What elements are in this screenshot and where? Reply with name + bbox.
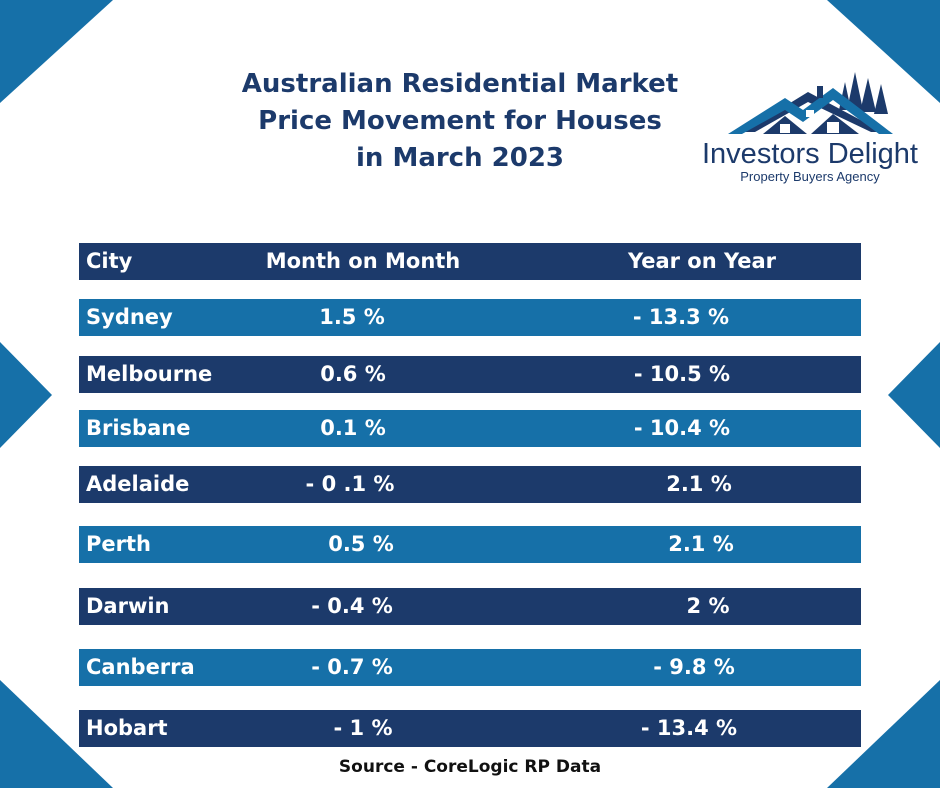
row-month-on-month: 0.5 % [328,532,394,556]
row-city: Melbourne [86,362,213,386]
row-month-on-month: - 0 .1 % [305,472,395,496]
row-year-on-year: - 9.8 % [653,655,735,679]
corner-decoration-top-left [0,0,113,103]
table-row: Brisbane 0.1 % - 10.4 % [79,410,861,447]
brand-logo: Investors Delight Property Buyers Agency [695,70,930,190]
table-header: City Month on Month Year on Year [79,243,861,280]
row-city: Sydney [86,305,173,329]
row-year-on-year: - 10.4 % [633,416,731,440]
title-line-1: Australian Residential Market [241,69,679,99]
row-year-on-year: - 10.5 % [633,362,731,386]
row-month-on-month: - 0.4 % [311,594,393,618]
table-row: Adelaide - 0 .1 % 2.1 % [79,466,861,503]
header-city: City [86,249,133,273]
table-row: Melbourne 0.6 % - 10.5 % [79,356,861,393]
row-year-on-year: - 13.3 % [632,305,730,329]
table-row: Canberra - 0.7 % - 9.8 % [79,649,861,686]
side-decoration-left [0,342,52,448]
row-city: Brisbane [86,416,191,440]
title-line-2: Price Movement for Houses [258,106,662,136]
row-year-on-year: 2.1 % [666,472,732,496]
brand-name: Investors Delight [702,138,918,170]
row-city: Adelaide [86,472,190,496]
row-city: Hobart [86,716,168,740]
title-line-3: in March 2023 [355,143,565,173]
row-month-on-month: - 1 % [333,716,393,740]
row-city: Perth [86,532,151,556]
table-row: Sydney 1.5 % - 13.3 % [79,299,861,336]
row-year-on-year: - 13.4 % [640,716,738,740]
house-roof-trees-icon [728,72,893,134]
table-row: Hobart - 1 % - 13.4 % [79,710,861,747]
row-city: Canberra [86,655,195,679]
table-row: Darwin - 0.4 % 2 % [79,588,861,625]
row-month-on-month: 0.6 % [320,362,386,386]
table-row: Perth 0.5 % 2.1 % [79,526,861,563]
source-note: Source - CoreLogic RP Data [338,757,602,777]
row-year-on-year: 2 % [686,594,730,618]
row-year-on-year: 2.1 % [668,532,734,556]
row-month-on-month: 0.1 % [320,416,386,440]
row-month-on-month: - 0.7 % [311,655,393,679]
row-month-on-month: 1.5 % [319,305,385,329]
side-decoration-right [888,342,940,448]
page-title: Australian Residential Market Price Move… [200,66,720,177]
corner-decoration-top-right [827,0,940,103]
row-city: Darwin [86,594,170,618]
header-year-on-year: Year on Year [627,249,777,273]
brand-tagline: Property Buyers Agency [740,169,880,184]
header-month-on-month: Month on Month [265,249,461,273]
